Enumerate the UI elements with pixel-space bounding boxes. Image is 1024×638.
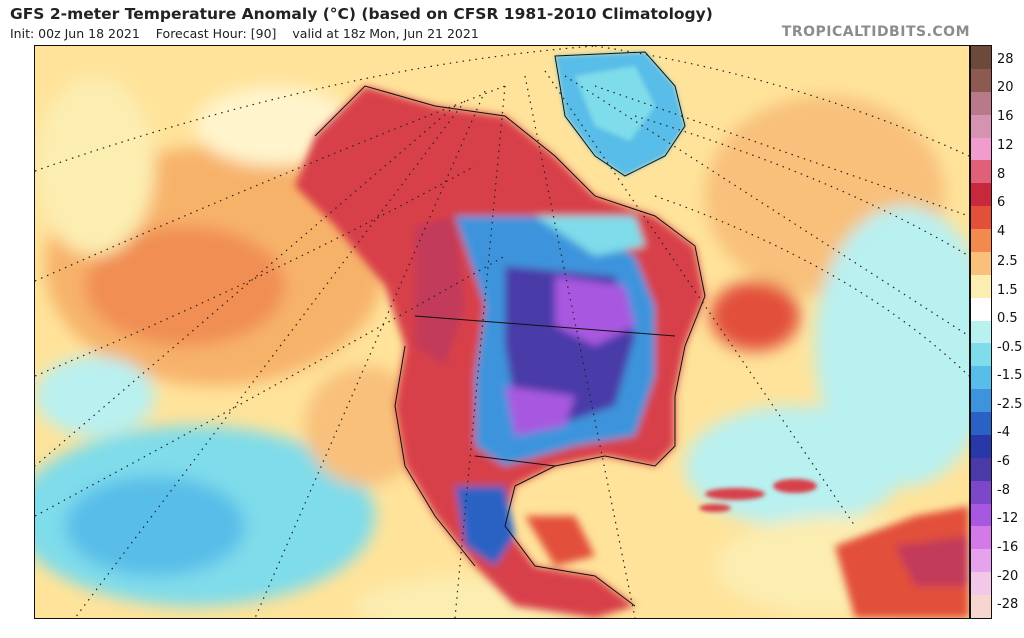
color-scale-label: -2.5 xyxy=(997,397,1023,412)
init-time: Init: 00z Jun 18 2021 xyxy=(10,26,140,41)
map-canvas xyxy=(35,46,969,618)
color-scale-swatch xyxy=(971,160,991,184)
anomaly-map xyxy=(34,45,970,619)
color-scale-swatch xyxy=(971,343,991,367)
color-scale-swatch xyxy=(971,434,991,459)
color-scale-label: 4 xyxy=(997,224,1006,239)
color-scale-label: -8 xyxy=(997,483,1010,498)
color-scale-swatch xyxy=(971,297,991,322)
color-scale-label: -28 xyxy=(997,597,1019,612)
color-scale-swatch xyxy=(971,46,991,70)
color-scale-label: -20 xyxy=(997,569,1019,584)
color-scale-label: -12 xyxy=(997,511,1019,526)
color-scale-swatch xyxy=(971,114,991,138)
color-scale-label: -6 xyxy=(997,454,1010,469)
color-scale-swatch xyxy=(971,137,991,161)
forecast-hour: Forecast Hour: [90] xyxy=(155,26,277,41)
color-scale-label: -16 xyxy=(997,540,1019,555)
color-scale-label: 6 xyxy=(997,195,1006,210)
color-scale-swatch xyxy=(971,503,991,527)
color-scale-label: 20 xyxy=(997,80,1014,95)
color-scale-swatch xyxy=(971,366,991,390)
color-scale-bar xyxy=(970,45,992,619)
color-scale-swatch xyxy=(971,480,991,505)
color-scale-swatch xyxy=(971,251,991,276)
color-scale-swatch xyxy=(971,68,991,93)
color-scale-swatch xyxy=(971,229,991,253)
color-scale-label: 28 xyxy=(997,52,1014,67)
color-scale-label: -1.5 xyxy=(997,368,1023,383)
color-scale-label: -0.5 xyxy=(997,340,1023,355)
color-scale-swatch xyxy=(971,274,991,299)
color-scale-label: 2.5 xyxy=(997,254,1018,269)
color-scale-label: 0.5 xyxy=(997,311,1018,326)
color-scale-swatch xyxy=(971,412,991,436)
valid-time: valid at 18z Mon, Jun 21 2021 xyxy=(292,26,479,41)
color-scale-label: 12 xyxy=(997,138,1014,153)
color-scale-swatch xyxy=(971,206,991,230)
color-scale-label: 16 xyxy=(997,109,1014,124)
brand-watermark: TROPICALTIDBITS.COM xyxy=(781,24,970,40)
color-scale-swatch xyxy=(971,549,991,573)
color-scale-swatch xyxy=(971,595,991,619)
color-scale-swatch xyxy=(971,457,991,482)
graticule xyxy=(35,46,969,618)
color-scale-swatch xyxy=(971,572,991,596)
boundaries xyxy=(314,51,706,607)
color-scale-label: 8 xyxy=(997,167,1006,182)
color-scale-swatch xyxy=(971,389,991,413)
color-scale-swatch xyxy=(971,526,991,550)
color-scale-swatch xyxy=(971,320,991,344)
color-scale-label: 1.5 xyxy=(997,283,1018,298)
color-scale-swatch xyxy=(971,91,991,116)
map-subtitle: Init: 00z Jun 18 2021 Forecast Hour: [90… xyxy=(10,26,491,41)
color-scale-swatch xyxy=(971,183,991,207)
map-title: GFS 2-meter Temperature Anomaly (°C) (ba… xyxy=(10,5,713,23)
color-scale-label: -4 xyxy=(997,425,1010,440)
